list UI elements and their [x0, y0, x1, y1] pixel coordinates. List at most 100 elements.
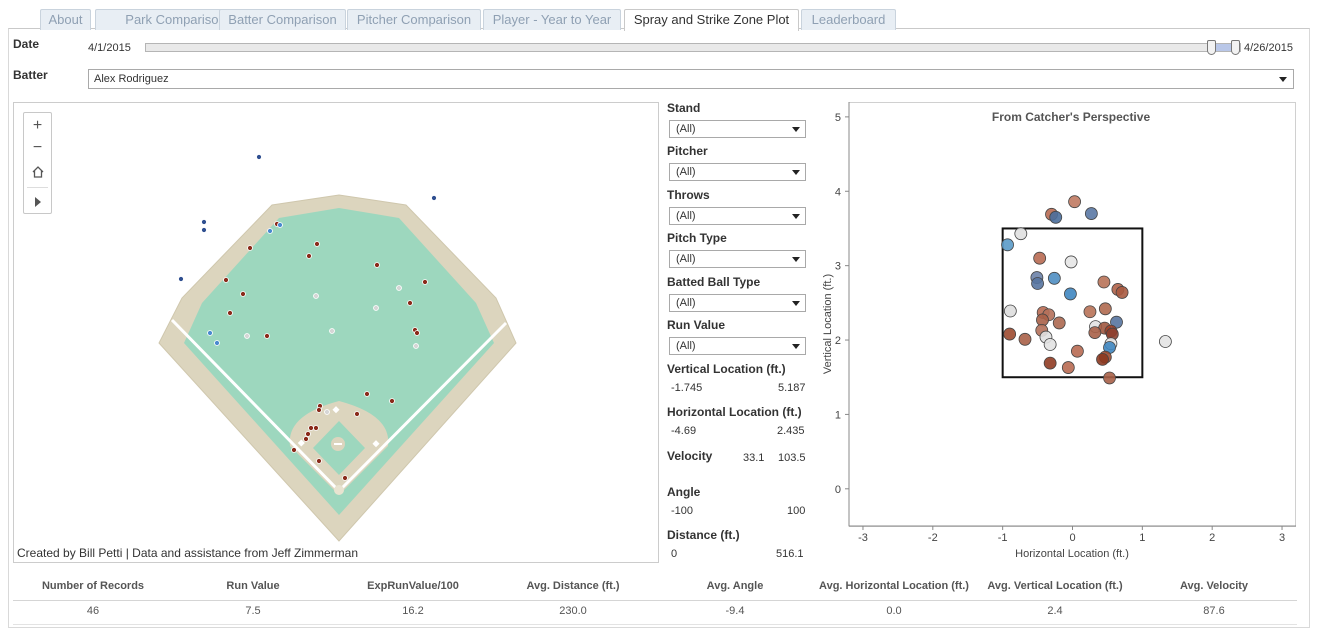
pitch-point — [1083, 305, 1097, 319]
tab-leaderboard[interactable]: Leaderboard — [801, 9, 896, 30]
third-base — [297, 439, 305, 447]
tab-park-comparison[interactable]: Park Comparison — [95, 9, 256, 30]
run-value-select[interactable]: (All) — [669, 337, 806, 355]
table-bottom-border — [13, 624, 1297, 625]
x-tick-label: -3 — [858, 532, 868, 544]
horizontal-location-max: 2.435 — [777, 425, 805, 437]
header-avg-angle: Avg. Angle — [706, 580, 764, 592]
angle-label: Angle — [667, 485, 701, 499]
x-axis-label: Horizontal Location (ft.) — [1015, 548, 1129, 560]
zoom-out-button[interactable]: − — [32, 139, 43, 156]
pitch-point — [1003, 304, 1017, 318]
tab-batter-comparison[interactable]: Batter Comparison — [219, 9, 346, 30]
batted-ball-type-value: (All) — [676, 297, 696, 309]
velocity-max: 103.5 — [778, 452, 806, 464]
pitch-point — [1064, 287, 1077, 301]
value-avg-vertical-location: 2.4 — [1047, 605, 1063, 617]
header-number-of-records: Number of Records — [41, 580, 145, 592]
horizontal-location-label: Horizontal Location (ft.) — [667, 405, 802, 419]
date-slider-end-handle[interactable] — [1231, 40, 1240, 55]
pitcher-value: (All) — [676, 166, 696, 178]
chevron-down-icon — [792, 170, 800, 175]
y-tick-label: 5 — [835, 112, 841, 124]
header-run-value: Run Value — [226, 580, 280, 592]
chevron-down-icon — [1279, 77, 1287, 82]
y-tick-label: 2 — [835, 335, 841, 347]
ballpark-drawing — [158, 154, 517, 542]
strike-zone-plot[interactable]: From Catcher's Perspective Vertical Loca… — [820, 102, 1296, 563]
chart-title: From Catcher's Perspective — [992, 110, 1151, 124]
pitch-type-label: Pitch Type — [667, 231, 727, 245]
value-avg-distance: 230.0 — [559, 605, 587, 617]
home-icon[interactable] — [24, 161, 51, 183]
tab-about[interactable]: About — [40, 9, 91, 30]
batter-select[interactable]: Alex Rodriguez — [88, 69, 1294, 89]
y-tick-label: 3 — [835, 261, 841, 273]
pitch-point — [1103, 371, 1116, 385]
date-end: 4/26/2015 — [1244, 42, 1293, 54]
value-run-value: 7.5 — [245, 605, 261, 617]
tab-player-year-to-year[interactable]: Player - Year to Year — [483, 9, 621, 30]
pitch-point — [1043, 338, 1057, 351]
run-value-label: Run Value — [667, 318, 726, 332]
pitch-type-select[interactable]: (All) — [669, 250, 806, 268]
header-avg-horizontal-location: Avg. Horizontal Location (ft.) — [819, 580, 969, 592]
zoom-in-button[interactable]: + — [32, 117, 43, 134]
header-avg-vertical-location: Avg. Vertical Location (ft.) — [987, 580, 1123, 592]
pitch-point — [1047, 271, 1061, 285]
date-slider-track[interactable] — [145, 43, 1241, 52]
throws-label: Throws — [667, 188, 710, 202]
pitcher-select[interactable]: (All) — [669, 163, 806, 181]
run-value-value: (All) — [676, 340, 696, 352]
pitch-point — [1061, 361, 1075, 374]
value-avg-angle: -9.4 — [725, 605, 745, 617]
chevron-down-icon — [792, 214, 800, 219]
tab-spray-and-strike-zone-plot[interactable]: Spray and Strike Zone Plot — [624, 9, 799, 31]
batted-ball-type-label: Batted Ball Type — [667, 275, 761, 289]
pitch-point — [1084, 207, 1098, 220]
pitch-point — [1033, 251, 1047, 265]
pitch-point — [1003, 327, 1017, 341]
spray-chart-map[interactable]: + − Created by Bill Petti | Data and ass… — [13, 102, 659, 563]
date-slider-start-handle[interactable] — [1207, 40, 1216, 55]
value-exp-run-value: 16.2 — [402, 605, 424, 617]
second-base — [332, 406, 340, 414]
play-icon[interactable] — [24, 191, 51, 213]
outfield-grass — [184, 208, 494, 515]
vertical-location-min: -1.745 — [671, 382, 703, 394]
pitch-point — [1158, 335, 1172, 348]
summary-values-row: 46 7.5 16.2 230.0 -9.4 0.0 2.4 87.6 — [13, 600, 1297, 622]
batter-label: Batter — [13, 68, 48, 82]
vertical-location-max: 5.187 — [778, 382, 806, 394]
y-axis-label: Vertical Location (ft.) — [822, 274, 834, 374]
tab-pitcher-comparison[interactable]: Pitcher Comparison — [347, 9, 481, 30]
right-foul-line — [337, 321, 508, 493]
stand-value: (All) — [676, 123, 696, 135]
y-tick-label: 4 — [835, 186, 841, 198]
header-exp-run-value: ExpRunValue/100 — [367, 580, 459, 592]
home-plate — [334, 485, 344, 495]
pitch-point — [1068, 195, 1081, 209]
pitch-point — [1115, 286, 1129, 299]
strike-zone-svg: From Catcher's Perspective Vertical Loca… — [822, 102, 1296, 560]
pitch-point — [1052, 316, 1066, 330]
summary-header-row: Number of Records Run Value ExpRunValue/… — [13, 576, 1297, 598]
chevron-down-icon — [792, 301, 800, 306]
x-tick-label: -2 — [928, 532, 938, 544]
pitch-point — [1070, 344, 1084, 358]
pitch-point — [1088, 326, 1102, 339]
map-zoom-controls: + − — [23, 112, 52, 214]
throws-select[interactable]: (All) — [669, 207, 806, 225]
pitch-point — [1001, 238, 1014, 252]
pitch-point — [1098, 302, 1112, 316]
date-slider-selection — [1212, 44, 1236, 51]
date-label: Date — [13, 37, 40, 51]
header-avg-distance: Avg. Distance (ft.) — [526, 580, 620, 592]
chevron-down-icon — [792, 344, 800, 349]
stand-select[interactable]: (All) — [669, 120, 806, 138]
pitching-rubber — [334, 443, 342, 445]
y-tick-label: 0 — [835, 484, 841, 496]
batted-ball-type-select[interactable]: (All) — [669, 294, 806, 312]
value-number-of-records: 46 — [86, 605, 100, 617]
pitch-point — [1097, 275, 1111, 289]
